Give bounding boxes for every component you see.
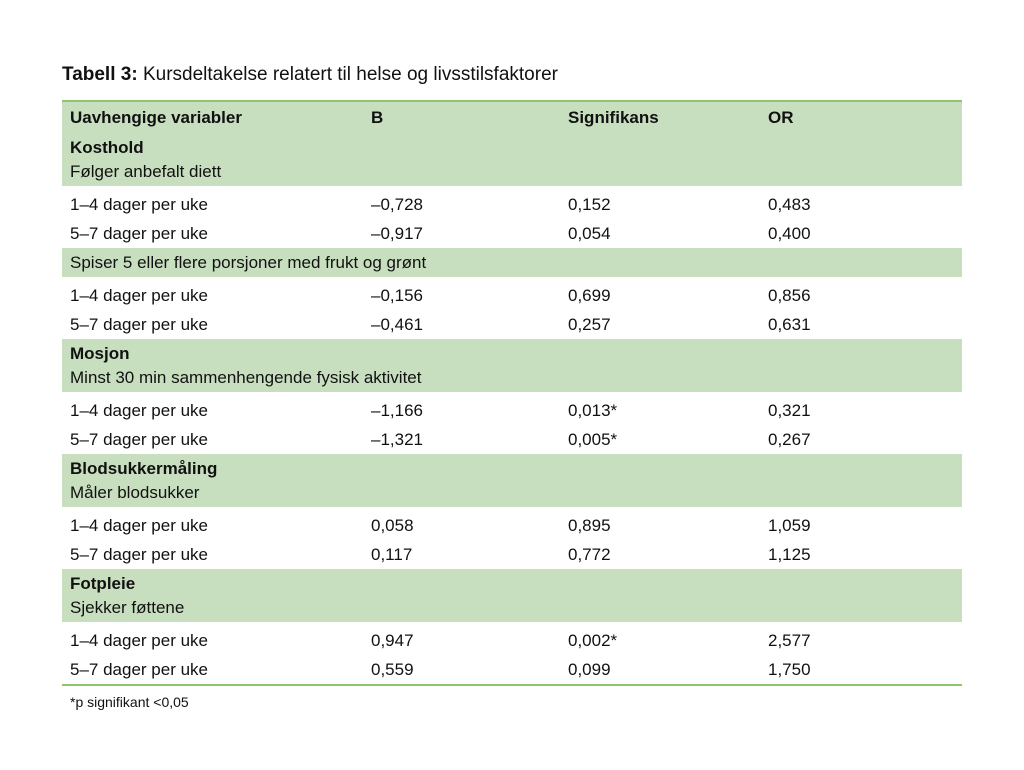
table-header-row: Uavhengige variabler B Signifikans OR — [62, 102, 962, 133]
b-value: 0,058 — [371, 516, 414, 535]
or-value: 1,125 — [768, 545, 811, 564]
or-value: 1,059 — [768, 516, 811, 535]
row-label: 5–7 dager per uke — [70, 315, 208, 334]
significance-value: 0,772 — [568, 545, 611, 564]
group-label: Følger anbefalt diett — [70, 162, 222, 181]
group-label-row: Følger anbefalt diett — [62, 162, 962, 186]
table-title-prefix: Tabell 3: — [62, 64, 138, 85]
row-label: 5–7 dager per uke — [70, 224, 208, 243]
row-label: 5–7 dager per uke — [70, 545, 208, 564]
b-value: –0,728 — [371, 195, 423, 214]
group-label-row: Spiser 5 eller flere porsjoner med frukt… — [62, 248, 962, 277]
significance-value: 0,699 — [568, 286, 611, 305]
section-title-row: Blodsukkermåling — [62, 454, 962, 483]
table-row: 5–7 dager per uke –0,917 0,054 0,400 — [62, 219, 962, 248]
or-value: 0,400 — [768, 224, 811, 243]
group-label-row: Minst 30 min sammenhengende fysisk aktiv… — [62, 368, 962, 392]
table-row: 1–4 dager per uke –0,728 0,152 0,483 — [62, 190, 962, 219]
b-value: –1,321 — [371, 430, 423, 449]
row-gap — [62, 186, 962, 190]
row-label: 1–4 dager per uke — [70, 286, 208, 305]
table-row: 5–7 dager per uke –1,321 0,005* 0,267 — [62, 425, 962, 454]
group-label: Spiser 5 eller flere porsjoner med frukt… — [70, 253, 427, 272]
header-significance: Signifikans — [568, 108, 659, 127]
row-label: 1–4 dager per uke — [70, 631, 208, 650]
table-row: 1–4 dager per uke –0,156 0,699 0,856 — [62, 281, 962, 310]
table-row: 1–4 dager per uke 0,947 0,002* 2,577 — [62, 626, 962, 655]
or-value: 0,483 — [768, 195, 811, 214]
group-label: Sjekker føttene — [70, 598, 185, 617]
footnote: *p signifikant <0,05 — [70, 694, 189, 710]
significance-value: 0,099 — [568, 660, 611, 679]
row-label: 5–7 dager per uke — [70, 430, 208, 449]
or-value: 0,321 — [768, 401, 811, 420]
group-label-row: Sjekker føttene — [62, 598, 962, 622]
group-label: Minst 30 min sammenhengende fysisk aktiv… — [70, 368, 422, 387]
group-label: Måler blodsukker — [70, 483, 200, 502]
significance-value: 0,005* — [568, 430, 618, 449]
significance-value: 0,054 — [568, 224, 611, 243]
section-title-row: Mosjon — [62, 339, 962, 368]
b-value: –0,156 — [371, 286, 423, 305]
table-row: 5–7 dager per uke 0,117 0,772 1,125 — [62, 540, 962, 569]
header-b: B — [371, 108, 384, 127]
table-row: 1–4 dager per uke 0,058 0,895 1,059 — [62, 511, 962, 540]
row-gap — [62, 277, 962, 281]
row-label: 1–4 dager per uke — [70, 195, 208, 214]
section-title: Blodsukkermåling — [70, 459, 218, 478]
b-value: 0,559 — [371, 660, 414, 679]
section-title: Kosthold — [70, 138, 144, 157]
section-title-row: Kosthold — [62, 133, 962, 162]
row-label: 5–7 dager per uke — [70, 660, 208, 679]
table-row: 1–4 dager per uke –1,166 0,013* 0,321 — [62, 396, 962, 425]
document: Tabell 3: Kursdeltakelse relatert til he… — [62, 62, 962, 711]
b-value: –1,166 — [371, 401, 423, 420]
table-title: Tabell 3: Kursdeltakelse relatert til he… — [62, 62, 962, 92]
or-value: 0,856 — [768, 286, 811, 305]
b-value: 0,947 — [371, 631, 414, 650]
group-label-row: Måler blodsukker — [62, 483, 962, 507]
header-variables: Uavhengige variabler — [70, 108, 242, 127]
row-gap — [62, 622, 962, 626]
row-gap — [62, 392, 962, 396]
significance-value: 0,002* — [568, 631, 618, 650]
significance-value: 0,013* — [568, 401, 618, 420]
section-title: Fotpleie — [70, 574, 136, 593]
b-value: –0,917 — [371, 224, 423, 243]
row-label: 1–4 dager per uke — [70, 516, 208, 535]
table-body: Kosthold Følger anbefalt diett 1–4 dager p… — [62, 133, 962, 684]
or-value: 2,577 — [768, 631, 811, 650]
significance-value: 0,152 — [568, 195, 611, 214]
row-label: 1–4 dager per uke — [70, 401, 208, 420]
section-title-row: Fotpleie — [62, 569, 962, 598]
header-or: OR — [768, 108, 794, 127]
table-row: 5–7 dager per uke –0,461 0,257 0,631 — [62, 310, 962, 339]
or-value: 0,631 — [768, 315, 811, 334]
significance-value: 0,257 — [568, 315, 611, 334]
section-title: Mosjon — [70, 344, 130, 363]
b-value: 0,117 — [371, 545, 413, 564]
table-row: 5–7 dager per uke 0,559 0,099 1,750 — [62, 655, 962, 684]
significance-value: 0,895 — [568, 516, 611, 535]
table-title-text: Kursdeltakelse relatert til helse og liv… — [142, 64, 558, 85]
row-gap — [62, 507, 962, 511]
data-table: Uavhengige variabler B Signifikans OR Ko… — [62, 100, 962, 686]
or-value: 1,750 — [768, 660, 811, 679]
b-value: –0,461 — [371, 315, 423, 334]
or-value: 0,267 — [768, 430, 811, 449]
